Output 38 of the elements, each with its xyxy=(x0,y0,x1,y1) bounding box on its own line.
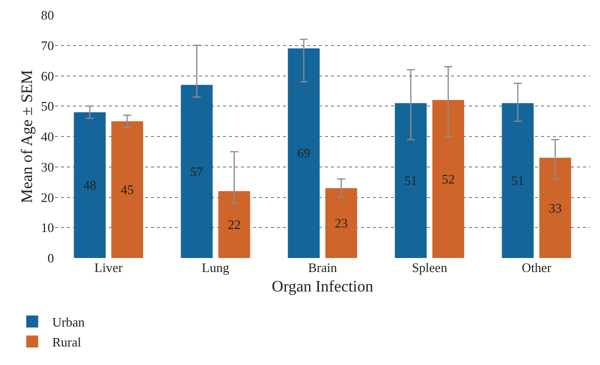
bar xyxy=(288,48,320,258)
x-axis-title: Organ Infection xyxy=(272,278,374,296)
y-tick-label: 30 xyxy=(41,159,54,174)
data-label: 33 xyxy=(548,200,562,216)
bar xyxy=(539,158,572,258)
data-label: 48 xyxy=(83,178,96,193)
bar xyxy=(111,121,144,258)
y-tick-label: 40 xyxy=(41,129,54,144)
y-tick-label: 60 xyxy=(41,68,54,84)
legend-label: Rural xyxy=(52,334,82,350)
y-tick-label: 70 xyxy=(41,38,54,53)
y-tick-label: 20 xyxy=(41,190,54,205)
data-label: 51 xyxy=(404,173,418,188)
data-label: 22 xyxy=(228,217,241,232)
x-tick-label: Brain xyxy=(308,260,338,275)
data-label: 45 xyxy=(120,182,134,198)
data-label: 52 xyxy=(442,172,455,187)
y-tick-label: 0 xyxy=(48,250,54,266)
y-tick-label: 10 xyxy=(41,220,54,236)
y-axis-title: Mean of Age ± SEM xyxy=(18,70,36,204)
bar xyxy=(502,103,534,258)
bar xyxy=(394,103,427,258)
data-label: 23 xyxy=(334,216,348,231)
x-tick-label: Spleen xyxy=(412,260,448,275)
x-tick-label: Other xyxy=(522,260,552,275)
y-tick-label: 80 xyxy=(41,8,54,23)
legend-label: Urban xyxy=(52,314,86,330)
bar xyxy=(325,188,358,258)
y-tick-label: 50 xyxy=(41,98,54,114)
x-tick-label: Liver xyxy=(94,260,124,275)
bar xyxy=(180,84,213,258)
bar xyxy=(432,100,464,258)
bar xyxy=(74,112,106,258)
x-tick-label: Lung xyxy=(202,260,230,275)
data-label: 57 xyxy=(190,164,204,179)
data-label: 51 xyxy=(511,173,524,188)
data-label: 69 xyxy=(297,146,310,161)
bar xyxy=(218,191,250,258)
